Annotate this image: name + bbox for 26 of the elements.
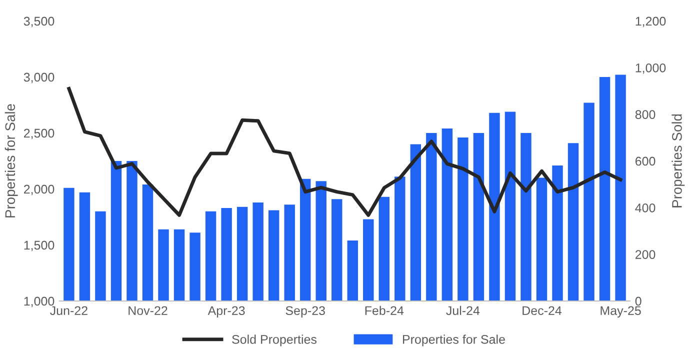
y-tick-label: 1,500 xyxy=(24,240,54,252)
x-tick-label: Sep-23 xyxy=(286,306,325,318)
y-axis-title: Properties for Sale xyxy=(4,104,18,218)
y2-tick-label: 0 xyxy=(635,296,642,306)
legend-label: Properties for Sale xyxy=(402,334,505,346)
line-series xyxy=(67,86,622,217)
y-tick-label: 1,000 xyxy=(24,296,54,308)
y2-tick-label: 1,000 xyxy=(636,63,666,74)
y-tick-label: 3,000 xyxy=(24,72,54,84)
y2-tick-label: 800 xyxy=(635,110,656,119)
y2-axis-title: Properties Sold xyxy=(672,114,685,208)
x-tick-label: Dec-24 xyxy=(522,306,562,316)
y2-tick-label: 200 xyxy=(635,250,656,259)
y2-tick-label: 600 xyxy=(635,156,656,166)
x-tick-label: Jul-24 xyxy=(446,306,480,316)
x-tick-label: May-25 xyxy=(600,306,641,318)
y-tick-label: 2,500 xyxy=(24,128,54,140)
x-tick-label: Jun-22 xyxy=(50,306,88,316)
y2-tick-label: 400 xyxy=(635,203,656,212)
x-tick-label: Feb-24 xyxy=(365,306,404,316)
x-tick-label: Nov-22 xyxy=(128,306,168,316)
y2-tick-label: 1,200 xyxy=(636,16,666,28)
y-tick-label: 3,500 xyxy=(24,16,54,28)
x-tick-label: Apr-23 xyxy=(208,306,245,318)
legend-label: Sold Properties xyxy=(232,334,317,346)
y-tick-label: 2,000 xyxy=(24,184,54,196)
